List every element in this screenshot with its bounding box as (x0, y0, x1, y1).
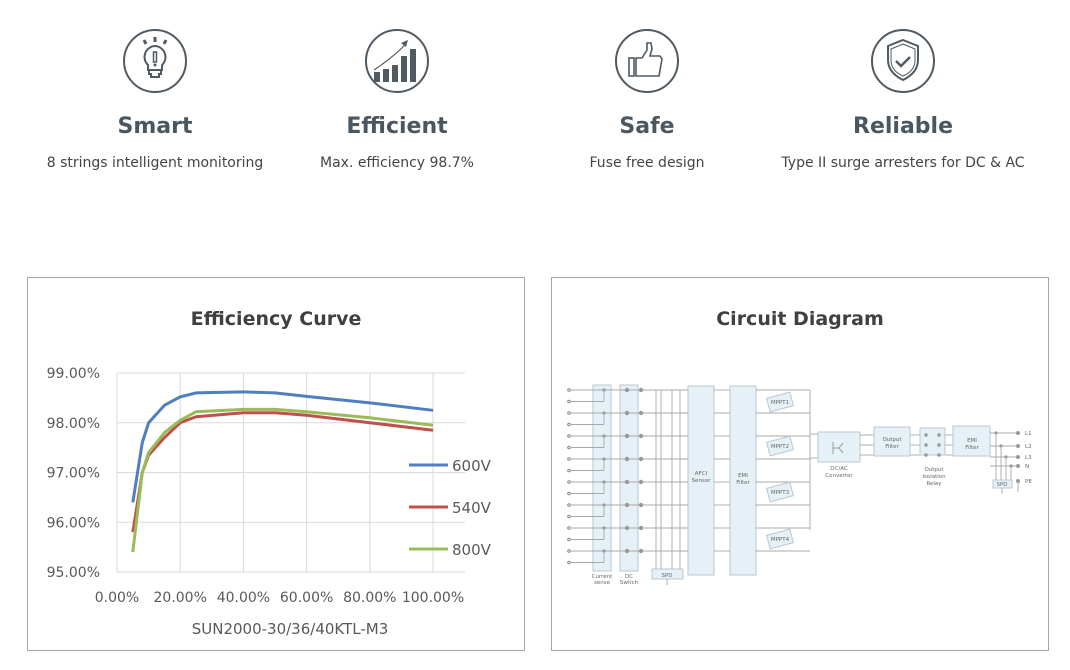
feature-reliable: Reliable Type II surge arresters for DC … (768, 28, 1038, 172)
circuit-diagram-title: Circuit Diagram (716, 308, 884, 330)
feature-title: Efficient (346, 114, 448, 139)
feature-desc: Fuse free design (589, 155, 705, 171)
feature-desc: Max. efficiency 98.7% (320, 155, 474, 171)
thumbs-up-icon (615, 29, 679, 93)
efficiency-curve-title: Efficiency Curve (190, 308, 362, 330)
lightbulb-icon (123, 29, 187, 93)
feature-efficient: Efficient Max. efficiency 98.7% (267, 28, 527, 172)
feature-title: Reliable (853, 114, 953, 139)
feature-smart: Smart 8 strings intelligent monitoring (25, 28, 285, 172)
circuit-diagram-panel: Circuit Diagram (551, 277, 1049, 651)
feature-desc: 8 strings intelligent monitoring (46, 155, 264, 171)
growth-chart-icon (365, 29, 429, 93)
feature-desc: Type II surge arresters for DC & AC (781, 155, 1025, 171)
feature-title: Smart (117, 114, 193, 139)
feature-title: Safe (619, 114, 675, 139)
feature-safe: Safe Fuse free design (517, 28, 777, 172)
shield-check-icon (871, 29, 935, 93)
efficiency-curve-panel: Efficiency Curve (27, 277, 525, 651)
